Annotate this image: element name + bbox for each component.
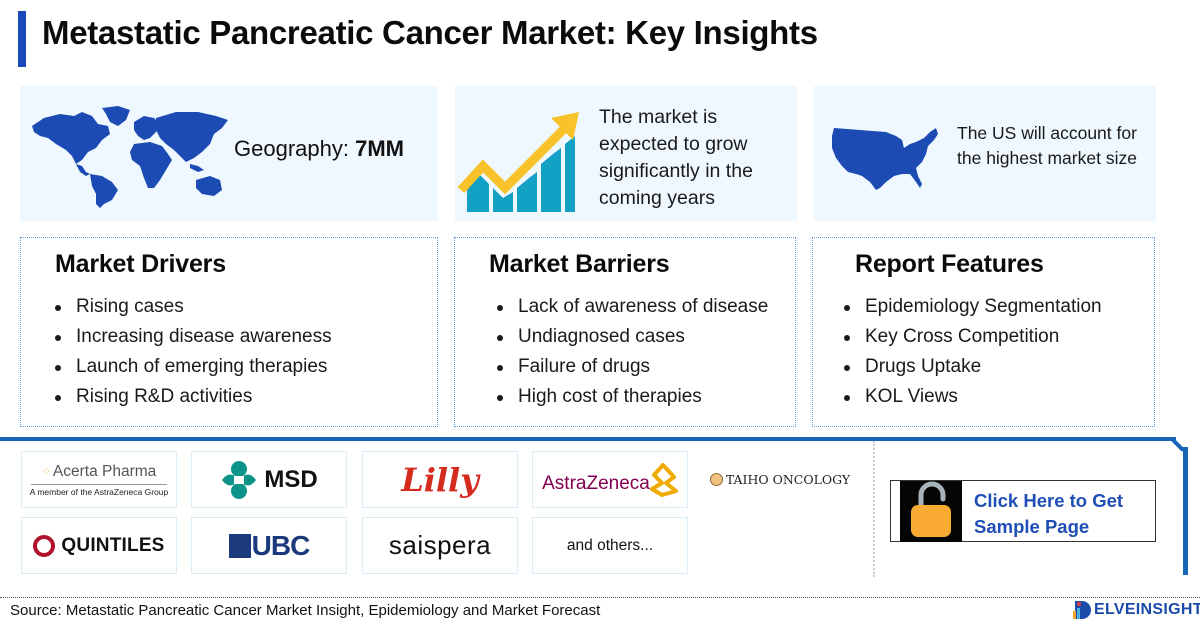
- delveinsight-d-icon: [1073, 601, 1091, 619]
- delveinsight-logo: ELVEINSIGHT: [1072, 599, 1200, 621]
- title-accent-bar: [18, 11, 26, 67]
- logos-separator: [873, 441, 875, 577]
- logo-astrazeneca: AstraZeneca: [532, 451, 688, 508]
- world-map-icon: [32, 106, 228, 208]
- market-drivers-title: Market Drivers: [55, 250, 226, 278]
- list-item: Key Cross Competition: [843, 322, 1102, 352]
- source-citation: Source: Metastatic Pancreatic Cancer Mar…: [10, 602, 601, 619]
- list-item: Failure of drugs: [496, 352, 768, 382]
- market-drivers-list: Rising cases Increasing disease awarenes…: [54, 292, 332, 412]
- unlocked-padlock-icon: [911, 481, 951, 537]
- list-item: Increasing disease awareness: [54, 322, 332, 352]
- divider-right-edge: [1183, 447, 1188, 575]
- logo-acerta-pharma: ⁘ Acerta Pharma A member of the AstraZen…: [21, 451, 177, 508]
- quintiles-ring-icon: [33, 534, 56, 557]
- growth-text: The market is expected to grow significa…: [599, 106, 753, 209]
- list-item: Launch of emerging therapies: [54, 352, 332, 382]
- insight-card-geography: Geography: 7MM: [20, 86, 438, 221]
- logo-quintiles: QUINTILES: [21, 517, 177, 574]
- logo-saispera: saispera: [362, 517, 518, 574]
- us-market-text: The US will account for the highest mark…: [957, 123, 1137, 168]
- list-item: Lack of awareness of disease: [496, 292, 768, 322]
- msd-emblem-icon: [222, 460, 257, 499]
- list-item: Epidemiology Segmentation: [843, 292, 1102, 322]
- taiho-emblem-icon: [709, 473, 723, 486]
- logo-and-others: and others...: [532, 517, 688, 574]
- footer-divider: [0, 597, 1200, 598]
- geography-value: 7MM: [355, 136, 404, 161]
- logo-taiho-oncology: TAIHO ONCOLOGY: [702, 451, 858, 508]
- list-item: Drugs Uptake: [843, 352, 1102, 382]
- geography-label: Geography: 7MM: [234, 136, 404, 161]
- insight-card-growth: The market is expected to grow significa…: [455, 86, 797, 221]
- logo-msd: MSD: [191, 451, 347, 508]
- ubc-wave-icon: [228, 533, 251, 558]
- growth-chart-icon: [457, 112, 579, 212]
- astrazeneca-emblem-icon: [649, 462, 678, 497]
- market-barriers-box: Market Barriers Lack of awareness of dis…: [454, 237, 796, 427]
- section-divider: [0, 437, 1176, 441]
- logo-lilly: Lilly: [362, 451, 518, 508]
- list-item: Rising R&D activities: [54, 382, 332, 412]
- page-title: Metastatic Pancreatic Cancer Market: Key…: [42, 14, 818, 51]
- acerta-dots-icon: ⁘: [41, 466, 51, 478]
- market-barriers-title: Market Barriers: [489, 250, 670, 278]
- acerta-divider: [31, 483, 167, 485]
- list-item: Undiagnosed cases: [496, 322, 768, 352]
- market-drivers-box: Market Drivers Rising cases Increasing d…: [20, 237, 438, 427]
- report-features-box: Report Features Epidemiology Segmentatio…: [812, 237, 1155, 427]
- get-sample-page-button[interactable]: Click Here to Get Sample Page: [890, 480, 1156, 542]
- report-features-list: Epidemiology Segmentation Key Cross Comp…: [843, 292, 1102, 412]
- cta-icon-box: [900, 481, 962, 542]
- market-barriers-list: Lack of awareness of disease Undiagnosed…: [496, 292, 768, 412]
- us-map-icon: [832, 128, 938, 190]
- list-item: KOL Views: [843, 382, 1102, 412]
- logo-ubc: UBC: [191, 517, 347, 574]
- report-features-title: Report Features: [855, 250, 1044, 278]
- list-item: High cost of therapies: [496, 382, 768, 412]
- insight-card-us: The US will account for the highest mark…: [814, 86, 1156, 221]
- list-item: Rising cases: [54, 292, 332, 322]
- cta-label: Click Here to Get Sample Page: [974, 490, 1124, 537]
